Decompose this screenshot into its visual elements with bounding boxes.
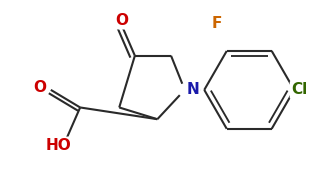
Text: N: N (187, 82, 199, 97)
Text: Cl: Cl (291, 82, 307, 97)
Text: O: O (116, 13, 129, 28)
Text: HO: HO (46, 138, 71, 153)
Text: O: O (33, 80, 46, 95)
Text: F: F (212, 16, 222, 31)
